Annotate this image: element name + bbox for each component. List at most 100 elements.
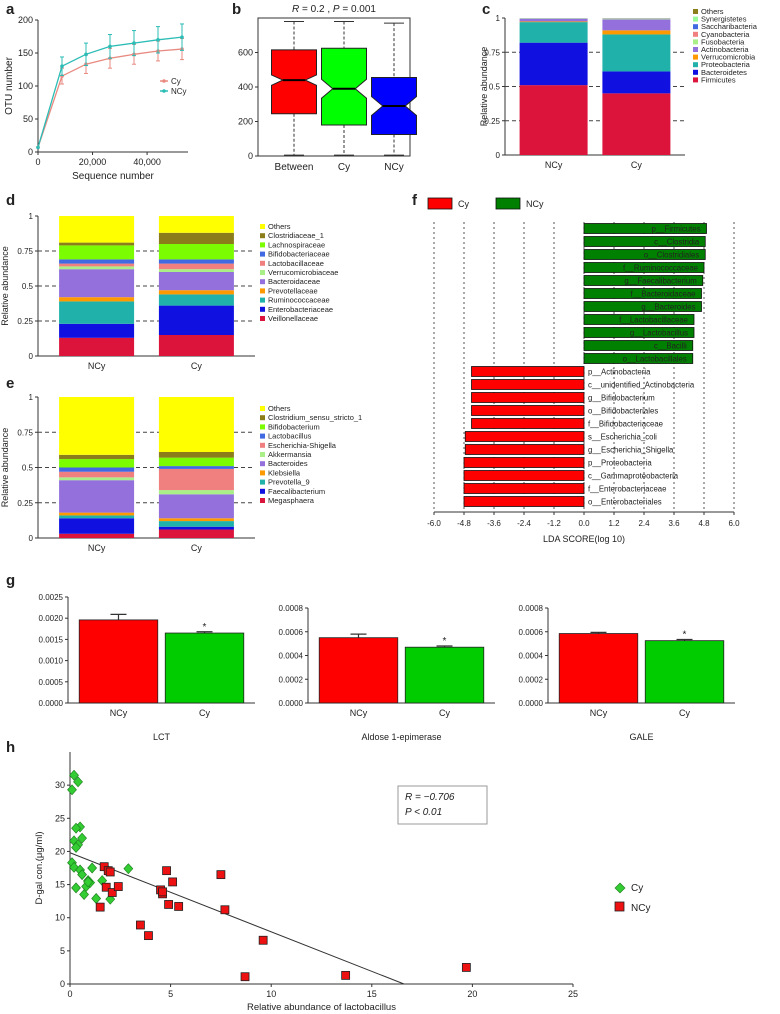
e-legend-swatch: [260, 406, 265, 411]
f-x-tick-label: -3.6: [487, 519, 501, 528]
f-bar-label: p__Firmicutes: [652, 225, 701, 234]
c-y-tick-label: 0: [496, 151, 501, 160]
h-point-Cy: [77, 869, 87, 881]
g3-bar-NCy: [558, 633, 639, 704]
h-point-Cy: [71, 822, 81, 834]
f-x-tick-label: -4.8: [457, 519, 471, 528]
h-point-NCy: [461, 963, 471, 972]
g2-y-tick-label: 0.0008: [279, 604, 304, 613]
f-x-tick-label: 2.4: [638, 519, 650, 528]
e-segment-Cy-Others: [158, 397, 234, 452]
a-x-tick-label: 0: [35, 157, 40, 167]
f-bar-p__Firmicutes: [583, 223, 707, 234]
g2-significance: *: [443, 636, 447, 647]
panel-label-f: f: [412, 192, 418, 209]
d-segment-Cy-Prevotellaceae: [158, 290, 234, 295]
h-point-Cy: [87, 862, 98, 874]
e-legend-swatch: [260, 415, 265, 421]
f-bar-label: c__unidentified_Actinobacteria: [588, 381, 695, 390]
e-legend-item: Others: [268, 404, 291, 413]
c-legend-swatch: [693, 69, 698, 75]
f-x-tick-label: 6.0: [728, 519, 740, 528]
panel-label-c: c: [482, 1, 490, 18]
c-legend-item: Others: [701, 7, 724, 16]
h-y-label: D-gal con.(μg/ml): [34, 831, 45, 904]
d-y-tick-label: 1: [29, 212, 34, 221]
g2-y-tick-label: 0.0002: [279, 675, 304, 684]
h-point-NCy: [216, 870, 226, 880]
e-segment-NCy-Clostridium_sensu_stricto_1: [59, 454, 135, 460]
e-y-label: Relative abundance: [0, 428, 10, 508]
d-legend-swatch: [260, 251, 265, 257]
e-segment-NCy-Bifidobacterium: [59, 459, 135, 468]
d-legend-swatch: [260, 224, 265, 229]
d-y-tick-label: 0: [29, 352, 34, 361]
h-legend-marker-Cy: [614, 882, 626, 894]
c-legend-swatch: [693, 24, 698, 30]
g3-y-tick-label: 0.0000: [519, 699, 544, 708]
g1-x-tick-label: NCy: [110, 708, 128, 718]
d-legend-item: Veillonellaceae: [268, 314, 318, 323]
c-legend-swatch: [693, 54, 698, 60]
d-y-tick-label: 0.75: [17, 247, 33, 256]
e-segment-Cy-Clostridium_sensu_stricto_1: [158, 451, 234, 458]
panel-label-b: b: [232, 1, 241, 18]
g1-bar-Cy: [164, 632, 245, 704]
a-legend-NCy: NCy: [171, 87, 187, 96]
f-bar-p__Actinobacteria: [471, 366, 585, 377]
g3-y-tick-label: 0.0008: [519, 604, 544, 613]
c-legend-swatch: [693, 47, 698, 52]
a-x-tick-label: 20,000: [79, 157, 107, 167]
f-bar-p__Proteobacteria: [463, 457, 585, 468]
a-point: [36, 145, 40, 150]
b-x-tick-label: Between: [275, 162, 314, 173]
h-y-tick-label: 25: [55, 813, 65, 823]
f-bar-f__Enterobacteriaceae: [463, 483, 585, 494]
d-legend-item: Lachnospiraceae: [268, 240, 325, 249]
e-legend-swatch: [260, 452, 265, 457]
c-y-tick-label: 0.25: [484, 117, 500, 126]
c-segment-NCy-Proteobacteria: [519, 22, 588, 43]
f-x-tick-label: -1.2: [547, 519, 561, 528]
e-legend-swatch: [260, 470, 265, 476]
d-segment-Cy-Bifidobacteriaceae: [158, 259, 234, 264]
h-point-NCy: [168, 877, 178, 887]
h-point-NCy: [158, 887, 167, 897]
a-point: [60, 64, 64, 68]
a-y-tick-label: 0: [28, 147, 33, 157]
h-x-tick-label: 10: [266, 989, 276, 999]
g2-x-tick-label: Cy: [439, 708, 450, 718]
f-x-tick-label: 3.6: [668, 519, 680, 528]
c-legend-item: Cyanobacteria: [701, 30, 750, 39]
c-segment-NCy-Bacteroidetes: [519, 42, 588, 86]
e-legend-item: Akkermansia: [268, 450, 312, 459]
e-segment-NCy-Klebsiella: [59, 512, 135, 516]
g2-y-tick-label: 0.0000: [279, 699, 304, 708]
e-y-tick-label: 0: [29, 534, 34, 543]
c-legend-swatch: [693, 62, 698, 68]
a-point: [84, 52, 88, 57]
g2-bar-Cy: [404, 646, 485, 704]
h-stat-r: R = −0.706: [405, 792, 455, 803]
f-bar-g__Bacteroides: [583, 301, 702, 312]
h-point-NCy: [341, 970, 351, 980]
d-x-tick-label: NCy: [88, 361, 106, 371]
e-segment-Cy-Bacteroides: [158, 494, 234, 519]
f-bar-label: f__Bacteroidaceae: [630, 290, 695, 299]
a-legend-Cy: Cy: [171, 77, 181, 86]
h-point-Cy: [77, 832, 87, 844]
h-point-NCy: [174, 902, 184, 911]
f-bar-label: f__Ruminococcaceae: [623, 264, 698, 273]
e-segment-NCy-Escherichia-Shigella: [59, 471, 135, 478]
h-point-NCy: [162, 866, 171, 876]
h-y-tick-label: 30: [55, 780, 65, 790]
a-point: [108, 44, 112, 49]
d-legend-swatch: [260, 279, 265, 285]
f-legend-NCy: NCy: [526, 199, 544, 209]
f-bar-label: g__Bacteroides: [641, 303, 695, 312]
h-point-Cy: [71, 882, 81, 894]
g3-y-tick-label: 0.0004: [519, 652, 544, 661]
d-legend-item: Lactobacillaceae: [268, 259, 324, 268]
c-segment-Cy-Proteobacteria: [602, 34, 671, 72]
